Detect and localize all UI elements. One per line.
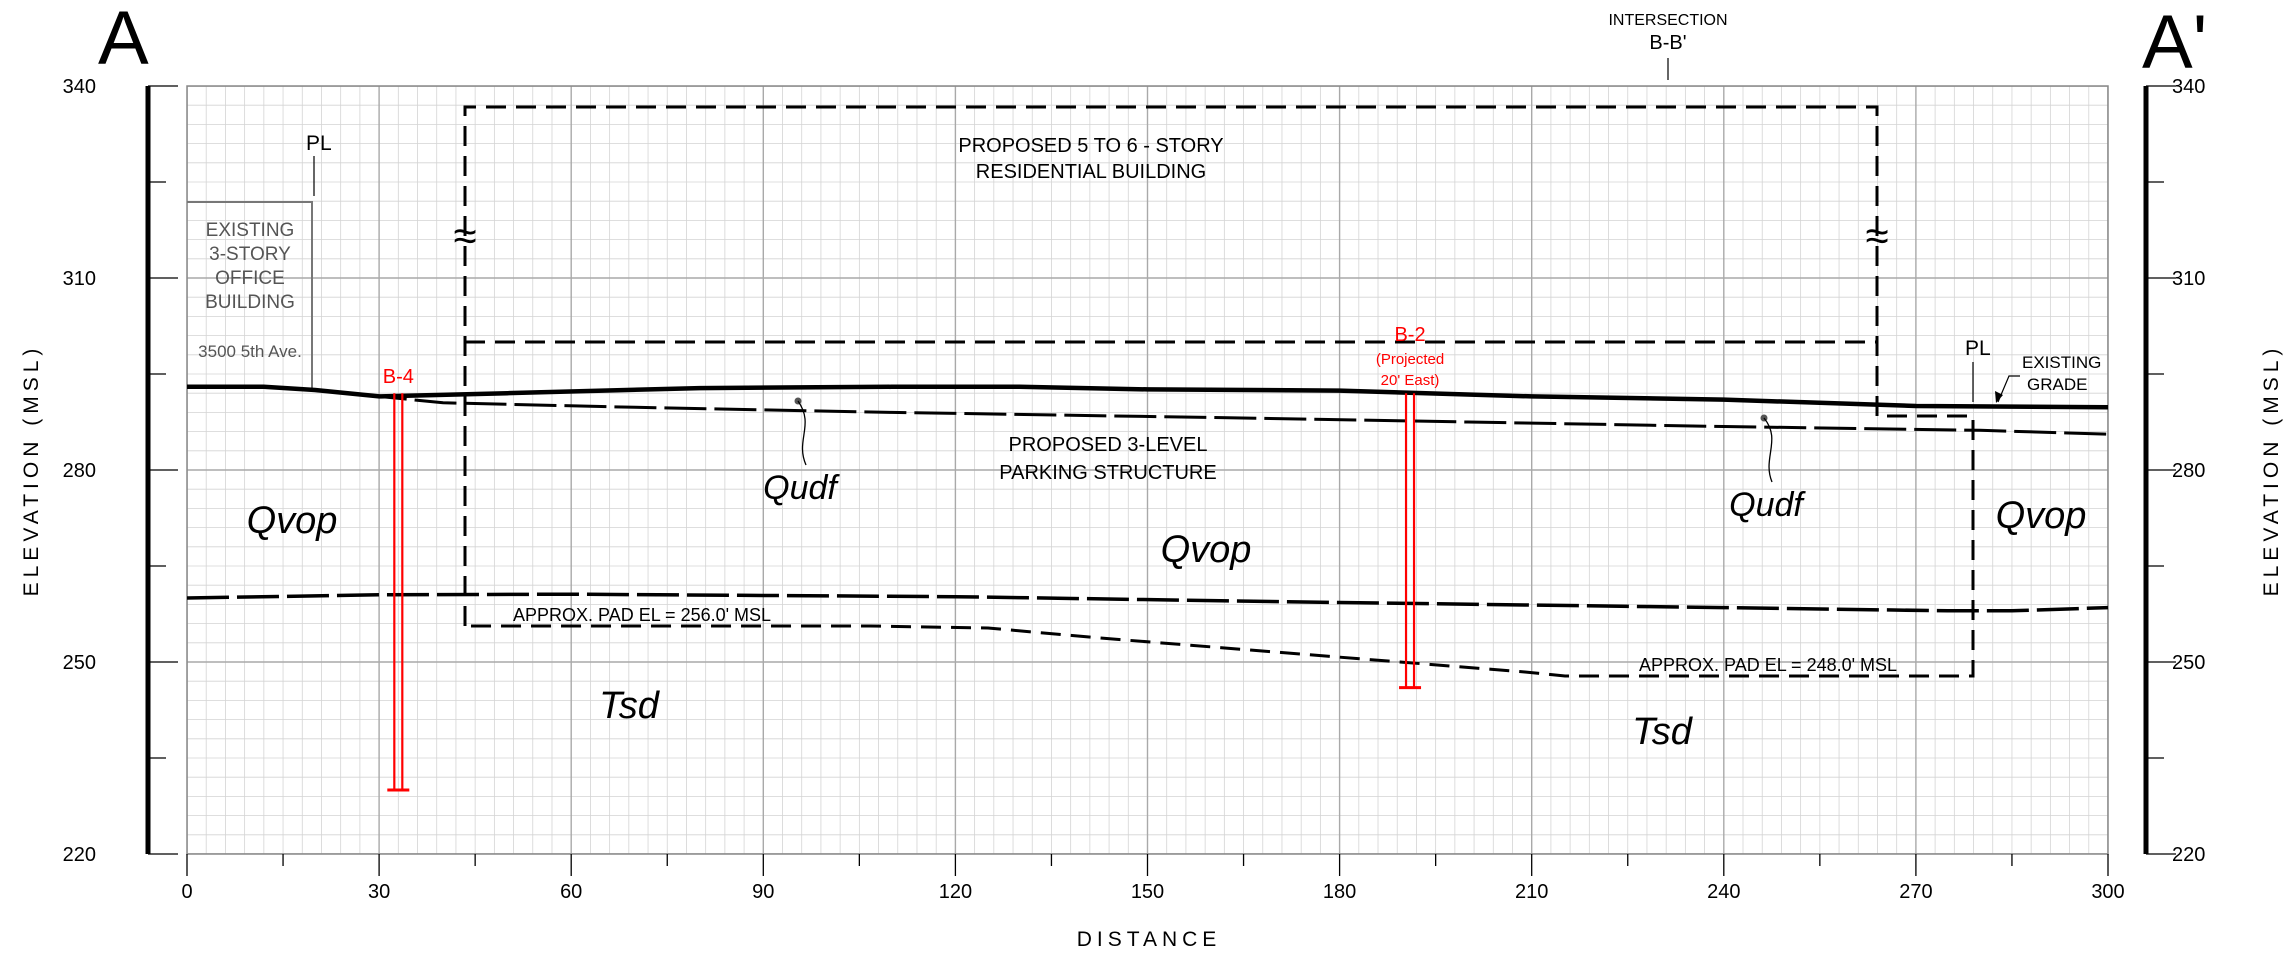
x-tick-label: 240: [1707, 881, 1740, 903]
break-symbol-left: ≈: [453, 212, 476, 259]
intersection-label: INTERSECTION: [1608, 12, 1727, 29]
y-tick-label: 340: [2172, 76, 2205, 98]
unit-label-qvop-center: Qvop: [1161, 529, 1252, 571]
section-start-label: A: [98, 0, 149, 81]
property-line-symbol: PL: [306, 132, 332, 155]
y-axis-ticks-left: 220 250 280 310 340: [63, 76, 178, 866]
existing-building-address: 3500 5th Ave.: [198, 342, 302, 361]
y-tick-label: 250: [63, 652, 96, 674]
x-tick-label: 60: [560, 881, 582, 903]
y-tick-label: 250: [2172, 652, 2205, 674]
boring-note: (Projected: [1376, 351, 1444, 368]
existing-building-line-2: 3-STORY: [209, 244, 291, 265]
existing-grade-label-1: EXISTING: [2022, 353, 2101, 372]
existing-grade-leader: [1995, 375, 2020, 403]
unit-label-qudf-right: Qudf: [1729, 486, 1806, 524]
proposed-building-outline: [463, 105, 1975, 678]
x-tick-label: 300: [2091, 881, 2124, 903]
unit-label-tsd-right: Tsd: [1632, 711, 1694, 753]
x-tick-label: 30: [368, 881, 390, 903]
unit-label-qvop-left: Qvop: [247, 500, 338, 542]
unit-label-qvop-right: Qvop: [1996, 495, 2087, 537]
qudf-base-line: [314, 388, 2109, 436]
unit-label-qudf-left: Qudf: [763, 469, 840, 507]
borings: B-4 B-2 (Projected 20' East): [383, 324, 1444, 792]
x-tick-label: 270: [1899, 881, 1932, 903]
proposed-building-label-2: RESIDENTIAL BUILDING: [976, 161, 1206, 183]
proposed-parking-label-1: PROPOSED 3-LEVEL: [1009, 434, 1208, 456]
tsd-contact-line: [186, 592, 2109, 613]
property-line-symbol: PL: [1965, 337, 1991, 360]
unit-label-tsd-left: Tsd: [599, 685, 661, 727]
boring-b-2: B-2 (Projected 20' East): [1376, 324, 1444, 690]
y-tick-label: 280: [2172, 460, 2205, 482]
x-tick-label: 150: [1131, 881, 1164, 903]
major-grid: [187, 86, 2108, 854]
x-tick-label: 180: [1323, 881, 1356, 903]
y-axis-title-right: ELEVATION (MSL): [2260, 344, 2283, 597]
y-axis-title-left: ELEVATION (MSL): [20, 344, 43, 597]
y-tick-label: 340: [63, 76, 96, 98]
property-line-right: PL: [1965, 337, 1991, 402]
boring-b-4: B-4: [383, 366, 414, 792]
proposed-parking-label-2: PARKING STRUCTURE: [999, 462, 1216, 484]
qudf-leader-right: [1760, 414, 1773, 483]
existing-building-line-4: BUILDING: [205, 292, 295, 313]
existing-building-line-1: EXISTING: [206, 220, 295, 241]
boring-label: B-4: [383, 366, 414, 388]
y-tick-label: 280: [63, 460, 96, 482]
y-tick-label: 310: [2172, 268, 2205, 290]
existing-building-line-3: OFFICE: [215, 268, 285, 289]
x-axis-ticks: 0 30 60 90 120 150 180 210 240 270 300: [181, 854, 2125, 903]
x-tick-label: 210: [1515, 881, 1548, 903]
existing-grade-line: [187, 384, 2109, 410]
break-symbol-right: ≈: [1865, 212, 1888, 259]
pad-elevation-right: APPROX. PAD EL = 248.0' MSL: [1639, 655, 1897, 675]
boring-label: B-2: [1394, 324, 1425, 346]
x-tick-label: 90: [752, 881, 774, 903]
y-tick-label: 220: [63, 844, 96, 866]
x-axis-title: DISTANCE: [1077, 928, 1222, 951]
y-axis-ticks-right: 220 250 280 310 340: [2146, 76, 2205, 866]
y-tick-label: 220: [2172, 844, 2205, 866]
property-line-left: PL: [306, 132, 332, 196]
intersection-name: B-B': [1649, 32, 1686, 54]
proposed-building-label-1: PROPOSED 5 TO 6 - STORY: [958, 135, 1223, 157]
qudf-leader-left: [794, 397, 807, 466]
y-tick-label: 310: [63, 268, 96, 290]
existing-building: EXISTING 3-STORY OFFICE BUILDING 3500 5t…: [187, 201, 313, 392]
boring-note: 20' East): [1381, 372, 1440, 389]
x-tick-label: 0: [181, 881, 192, 903]
x-tick-label: 120: [939, 881, 972, 903]
section-end-label: A': [2142, 0, 2207, 85]
pad-elevation-left: APPROX. PAD EL = 256.0' MSL: [513, 605, 771, 625]
existing-grade-label-2: GRADE: [2027, 375, 2087, 394]
